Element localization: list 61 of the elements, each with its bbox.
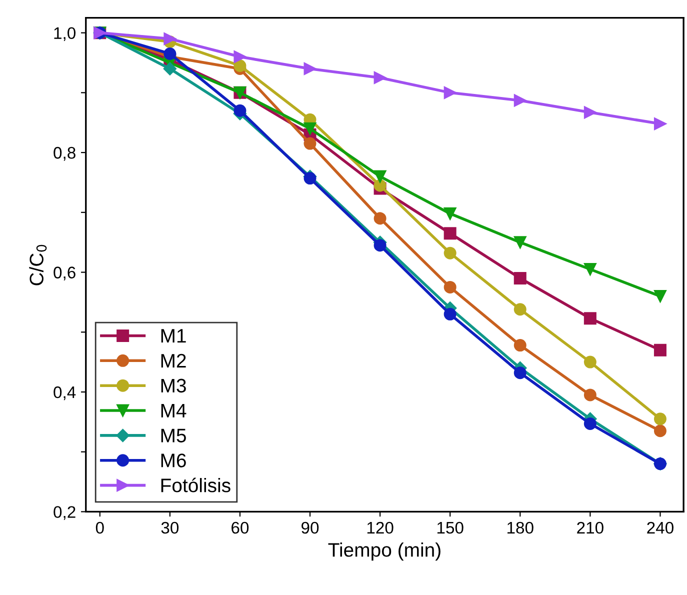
point — [514, 366, 526, 380]
point — [514, 236, 526, 249]
point — [654, 118, 666, 130]
point — [304, 62, 316, 75]
point — [234, 50, 246, 64]
x-tick-label: 150 — [437, 522, 464, 534]
point — [234, 59, 246, 72]
point — [374, 179, 386, 192]
y-tick-label: 0,2 — [54, 506, 76, 520]
point — [584, 312, 596, 325]
point — [374, 71, 386, 84]
x-tick-label: 240 — [647, 522, 674, 534]
point — [374, 239, 386, 252]
legend-label: M5 — [161, 428, 186, 442]
point — [374, 170, 386, 183]
point — [514, 303, 526, 316]
point — [444, 86, 456, 99]
point — [444, 227, 456, 240]
point — [514, 94, 526, 107]
y-tick-label: 1,0 — [54, 27, 76, 41]
legend-label: M2 — [161, 354, 186, 368]
point — [654, 344, 666, 356]
point — [654, 424, 666, 438]
point — [304, 137, 316, 150]
point — [584, 356, 596, 368]
x-tick-label: 210 — [577, 522, 604, 534]
y-tick-label: 0,4 — [54, 386, 76, 400]
point — [164, 48, 176, 60]
y-tick-label: 0,8 — [54, 146, 76, 161]
point — [304, 172, 316, 185]
point — [584, 106, 596, 119]
y-axis-title: C/C$_{0}$ — [29, 244, 47, 286]
legend-label: Fotólisis — [161, 478, 230, 492]
legend-label: M4 — [161, 404, 186, 418]
point — [584, 417, 596, 430]
x-tick-label: 180 — [508, 522, 534, 534]
point — [584, 263, 596, 276]
x-tick-label: 90 — [302, 522, 319, 534]
legend-label: M6 — [161, 454, 186, 468]
x-axis-title: Tiempo (min) — [328, 542, 440, 561]
point — [654, 290, 666, 302]
point — [444, 207, 456, 220]
legend-label: M3 — [161, 378, 186, 393]
point — [444, 308, 456, 320]
x-tick-label: 120 — [367, 522, 394, 534]
point — [584, 388, 596, 402]
legend-label: M1 — [161, 329, 186, 343]
point — [164, 32, 176, 46]
point — [304, 122, 316, 135]
point — [374, 212, 386, 225]
x-tick-label: 0 — [96, 522, 104, 534]
x-tick-label: 30 — [161, 522, 179, 534]
point — [234, 104, 246, 117]
x-tick-label: 60 — [232, 522, 249, 534]
point — [654, 412, 666, 426]
point — [514, 272, 526, 284]
point — [444, 280, 456, 294]
point — [514, 339, 526, 352]
y-tick-label: 0,6 — [54, 266, 76, 280]
point — [163, 62, 177, 76]
point — [444, 246, 456, 260]
